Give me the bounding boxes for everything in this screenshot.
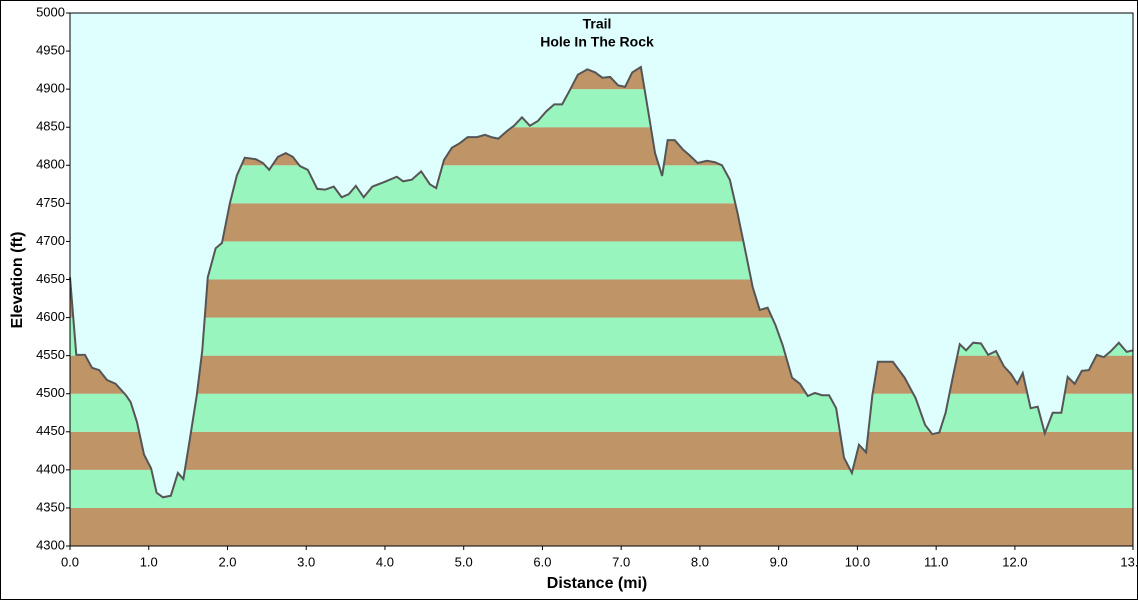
y-tick-label: 4900 (36, 81, 65, 96)
y-tick-label: 4750 (36, 195, 65, 210)
x-tick-label: 10.0 (845, 554, 870, 569)
x-tick-label: 5.0 (455, 554, 473, 569)
elevation-band (70, 355, 1133, 394)
x-tick-label: 6.0 (533, 554, 551, 569)
y-tick-label: 4500 (36, 385, 65, 400)
x-axis-title: Distance (mi) (547, 575, 647, 592)
y-tick-label: 4950 (36, 43, 65, 58)
y-axis-title: Elevation (ft) (9, 232, 26, 329)
y-tick-label: 4450 (36, 423, 65, 438)
x-tick-label: 11.0 (924, 554, 948, 569)
x-tick-label: 1.0 (140, 554, 158, 569)
y-tick-label: 5000 (36, 4, 65, 19)
chart-subtitle: Hole In The Rock (540, 34, 654, 50)
x-tick-label: 9.0 (770, 554, 788, 569)
y-tick-label: 4350 (36, 499, 65, 514)
x-tick-label: 8.0 (691, 554, 709, 569)
elevation-band (70, 469, 1133, 508)
x-tick-label: 12.0 (1002, 554, 1027, 569)
y-tick-label: 4800 (36, 157, 65, 172)
chart-title: Trail (583, 16, 612, 32)
y-tick-label: 4600 (36, 309, 65, 324)
elevation-line (69, 65, 1134, 499)
y-tick-label: 4550 (36, 347, 65, 362)
y-tick-label: 4650 (36, 271, 65, 286)
elevation-band (70, 507, 1133, 546)
x-tick-label: 4.0 (376, 554, 394, 569)
x-tick-label: 2.0 (218, 554, 236, 569)
y-tick-label: 4400 (36, 461, 65, 476)
elevation-band (70, 431, 1133, 470)
x-tick-label: 7.0 (612, 554, 630, 569)
x-tick-label: 13.5 (1120, 554, 1138, 569)
x-tick-label: 3.0 (297, 554, 315, 569)
x-tick-label: 0.0 (61, 554, 79, 569)
y-tick-label: 4850 (36, 119, 65, 134)
y-tick-label: 4300 (36, 537, 65, 552)
y-tick-label: 4700 (36, 233, 65, 248)
elevation-band (70, 393, 1133, 432)
